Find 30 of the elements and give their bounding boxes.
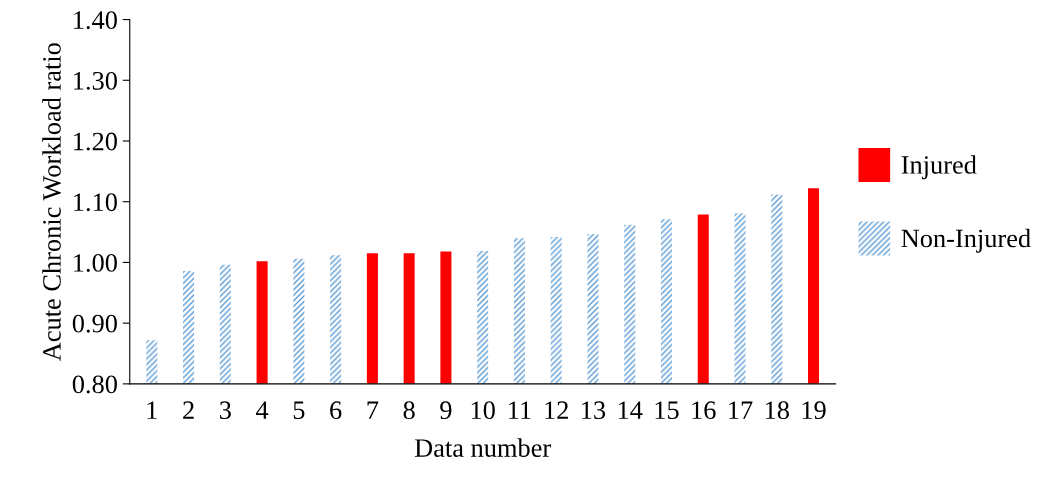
y-tick-label: 1.30 <box>74 71 117 90</box>
y-tick-label: 1.00 <box>74 254 117 272</box>
y-tick-label: 1.40 <box>74 11 117 30</box>
x-tick-label: 14 <box>618 401 643 419</box>
y-tick-label: 0.80 <box>72 375 117 394</box>
x-tick-label: 4 <box>256 401 269 419</box>
y-axis-title: Acute Chronic Workload ratio <box>42 43 61 362</box>
x-tick-label: 9 <box>440 401 452 420</box>
x-axis-title: Data number <box>414 438 551 457</box>
y-tick-label: 1.20 <box>74 132 117 151</box>
x-tick-label: 18 <box>765 401 789 420</box>
x-tick-label: 17 <box>729 401 753 419</box>
legend-label: Non-Injured <box>901 228 1031 253</box>
x-tick-label: 16 <box>692 401 716 420</box>
x-tick-label: 11 <box>509 401 531 419</box>
x-tick-label: 1 <box>147 401 157 419</box>
legend-label: Injured <box>901 155 977 180</box>
x-tick-label: 3 <box>220 401 231 420</box>
x-tick-label: 8 <box>403 401 415 420</box>
x-tick-label: 12 <box>545 401 568 419</box>
x-tick-label: 2 <box>183 401 194 419</box>
x-tick-label: 10 <box>471 401 495 420</box>
x-tick-label: 6 <box>330 401 342 420</box>
x-tick-label: 7 <box>367 401 379 419</box>
x-tick-label: 13 <box>582 401 606 420</box>
x-tick-label: 5 <box>293 401 305 420</box>
y-tick-label: 0.90 <box>72 314 117 333</box>
x-tick-label: 19 <box>802 401 826 420</box>
y-tick-label: 1.10 <box>74 193 117 212</box>
x-tick-label: 15 <box>655 401 679 420</box>
